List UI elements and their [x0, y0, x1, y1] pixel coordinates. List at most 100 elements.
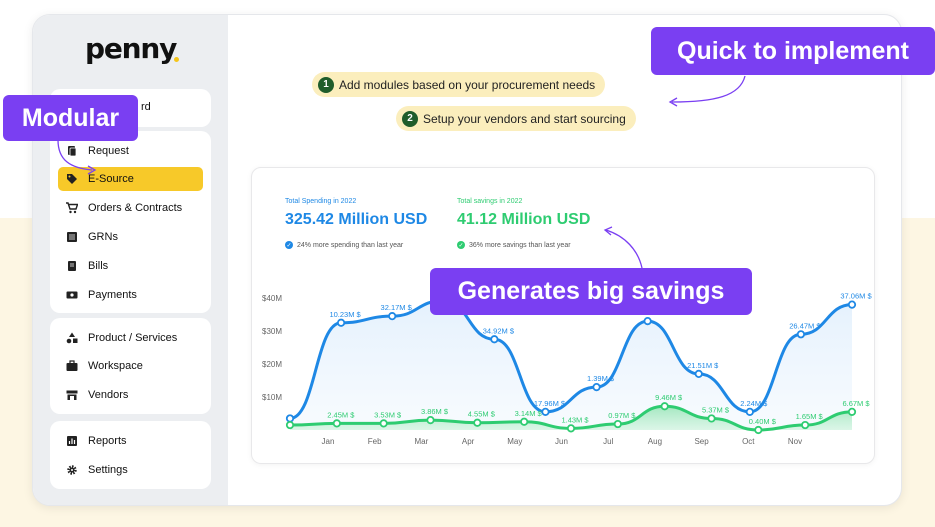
payment-icon [66, 289, 78, 301]
x-tick-label: Jul [603, 437, 613, 446]
sidebar-item-reports[interactable]: Reports [58, 429, 203, 453]
x-tick-label: Sep [694, 437, 709, 446]
dashboard-label-partial: rd [141, 101, 151, 113]
quick-arrowhead [668, 97, 678, 107]
sidebar-item-request[interactable]: Request [58, 139, 203, 163]
x-tick-label: Aug [648, 437, 662, 446]
data-point [847, 407, 857, 416]
sidebar-item-settings[interactable]: Settings [58, 458, 203, 482]
x-tick-label: Nov [788, 437, 802, 446]
data-point [520, 417, 529, 426]
modular-callout: Modular [3, 95, 138, 141]
data-point [801, 420, 810, 430]
data-point [285, 420, 295, 430]
check-icon: ✓ [457, 241, 465, 249]
sidebar-item-label: Payments [88, 289, 137, 301]
sidebar-item-label: Settings [88, 464, 128, 476]
step-text: Add modules based on your procurement ne… [339, 77, 596, 92]
bill-icon [66, 260, 78, 272]
data-point [613, 419, 622, 429]
data-label: 1.39M $ [587, 374, 615, 383]
tag-icon [66, 173, 78, 185]
step-text: Setup your vendors and start sourcing [423, 111, 626, 126]
y-tick-label: $10M [262, 393, 282, 402]
data-point [388, 312, 397, 321]
step-number: 1 [318, 76, 334, 93]
y-tick-label: $20M [262, 360, 282, 369]
briefcase-icon [66, 360, 78, 372]
data-point [566, 424, 576, 433]
quick-to-implement-callout: Quick to implement [651, 27, 935, 75]
app-window: penny rd Request E-Source Orders & Contr… [32, 14, 902, 506]
sidebar-item-label: GRNs [88, 231, 118, 243]
data-point [707, 414, 716, 423]
savings-note-text: 36% more savings than last year [469, 241, 571, 249]
sidebar-item-payments[interactable]: Payments [58, 283, 203, 307]
data-label: 34.92M $ [483, 326, 515, 335]
x-tick-label: May [507, 437, 522, 446]
data-point [643, 317, 652, 326]
sidebar-item-label: E-Source [88, 173, 134, 185]
sidebar-group-catalog: Product / Services Workspace Vendors [50, 318, 211, 414]
sidebar-item-label: Orders & Contracts [88, 202, 183, 214]
x-tick-label: Apr [462, 437, 475, 446]
data-point [660, 402, 669, 411]
data-label: 37.06M $ [840, 292, 872, 301]
sidebar-item-bills[interactable]: Bills [58, 254, 203, 278]
sidebar-item-product-services[interactable]: Product / Services [58, 326, 203, 350]
savings-arrowhead [603, 226, 613, 236]
data-point [796, 330, 806, 339]
data-label: 26.47M $ [789, 321, 821, 330]
x-tick-label: Feb [368, 437, 382, 446]
savings-value: 41.12 Million USD [457, 211, 591, 228]
step-1-pill: 1 Add modules based on your procurement … [312, 72, 606, 97]
spending-value: 325.42 Million USD [285, 211, 428, 228]
step-number: 2 [402, 110, 418, 127]
spending-note-text: 24% more spending than last year [297, 241, 404, 249]
savings-note: ✓ 36% more savings than last year [457, 241, 571, 249]
sidebar-item-grns[interactable]: GRNs [58, 225, 203, 249]
data-label: 2.24M $ [740, 399, 768, 408]
sidebar-group-system: Reports Settings [50, 421, 211, 489]
list-icon [66, 231, 78, 243]
step-2-pill: 2 Setup your vendors and start sourcing [396, 106, 636, 131]
data-point [490, 335, 499, 344]
cart-icon [66, 202, 78, 214]
data-label: 1.65M $ [796, 412, 824, 421]
total-spending-line [289, 299, 853, 420]
data-label: 17.96M $ [534, 399, 566, 408]
sidebar-item-workspace[interactable]: Workspace [58, 354, 203, 378]
data-label: 4.55M $ [468, 410, 496, 419]
sidebar-item-label: Reports [88, 435, 127, 447]
x-tick-label: Jun [555, 437, 568, 446]
data-point [332, 419, 341, 428]
main-content: 1 Add modules based on your procurement … [228, 15, 901, 505]
sidebar-item-label: Vendors [88, 389, 129, 401]
data-label: 10.23M $ [329, 310, 361, 319]
analytics-card: Total Spending in 2022 325.42 Million US… [251, 167, 875, 464]
y-tick-label: $40M [262, 294, 282, 303]
quick-arrow [671, 75, 746, 103]
modular-arrowhead [87, 165, 97, 175]
data-label: 3.14M $ [515, 409, 543, 418]
request-icon [66, 145, 78, 157]
total-spending-area [290, 300, 852, 430]
data-point [754, 425, 763, 435]
sidebar-group-procurement: Request E-Source Orders & Contracts GRNs… [50, 131, 211, 313]
data-point [426, 416, 435, 425]
data-point [592, 383, 601, 392]
x-tick-label: Oct [742, 437, 755, 446]
data-label: 9.46M $ [655, 393, 683, 402]
sidebar-item-vendors[interactable]: Vendors [58, 383, 203, 407]
spending-note: ✓ 24% more spending than last year [285, 241, 403, 249]
logo-dot [174, 57, 179, 62]
x-tick-label: Mar [415, 437, 429, 446]
sidebar-item-e-source[interactable]: E-Source [58, 167, 203, 191]
data-label: 3.53M $ [374, 410, 402, 419]
sidebar-item-orders-contracts[interactable]: Orders & Contracts [58, 196, 203, 220]
data-point [379, 419, 388, 428]
data-point [694, 369, 703, 378]
spending-savings-chart: $10M $20M $30M $40M Jan Feb Mar Apr May Jun Jul Aug… [262, 288, 872, 446]
savings-arrow [605, 229, 643, 269]
